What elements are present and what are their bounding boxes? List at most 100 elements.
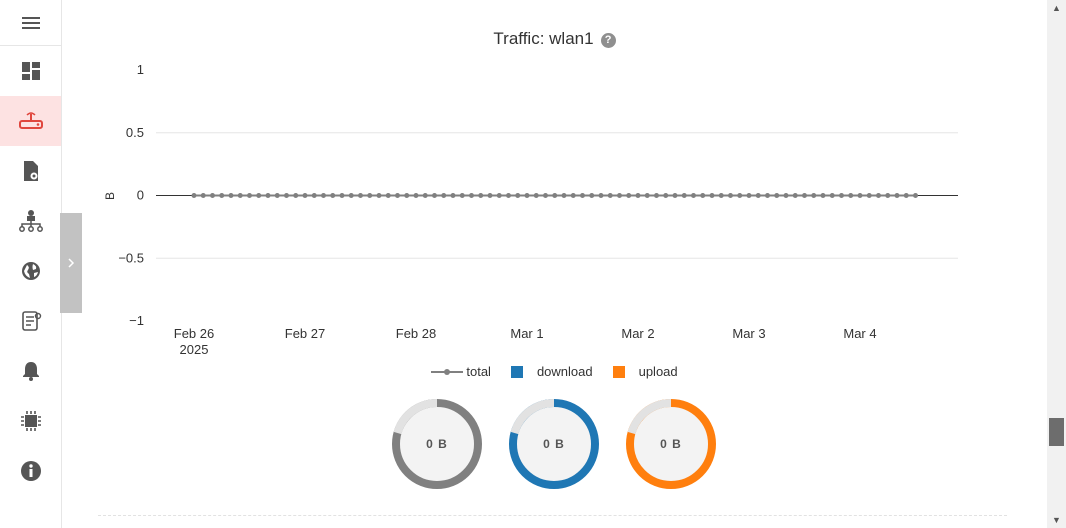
page-scrollbar[interactable]: ▲ ▼	[1047, 0, 1066, 528]
data-point	[506, 193, 511, 198]
data-point	[404, 193, 410, 198]
data-point	[247, 193, 252, 198]
donut-summary: 0 B 0 B 0 B	[62, 398, 1047, 492]
data-point	[200, 193, 206, 198]
data-point	[894, 193, 900, 198]
scroll-thumb[interactable]	[1049, 418, 1064, 446]
data-point	[348, 193, 354, 198]
data-point	[709, 193, 715, 198]
scroll-down-icon[interactable]: ▼	[1052, 515, 1061, 525]
data-point	[561, 193, 567, 198]
data-point	[524, 193, 530, 198]
data-point	[256, 193, 262, 198]
data-point	[293, 193, 299, 198]
sidebar-item-internet[interactable]	[0, 246, 61, 296]
data-point	[274, 193, 280, 198]
sidebar-item-network[interactable]	[0, 96, 61, 146]
data-point	[367, 193, 373, 198]
data-point	[580, 193, 585, 198]
data-point	[811, 193, 817, 198]
data-point	[644, 193, 650, 198]
data-point	[598, 193, 604, 198]
donut-ring	[626, 399, 716, 489]
data-point	[432, 193, 437, 198]
legend-item-total[interactable]: total	[431, 364, 491, 379]
file-settings-icon	[23, 161, 38, 181]
data-point	[866, 193, 872, 198]
data-point	[718, 193, 724, 198]
data-point	[376, 193, 382, 198]
data-point	[358, 193, 363, 198]
data-point	[533, 193, 539, 198]
data-point	[829, 193, 835, 198]
x-tick-label: Feb 28	[396, 326, 436, 341]
data-point	[422, 193, 428, 198]
data-point	[663, 193, 669, 198]
data-point	[839, 193, 844, 198]
legend-swatch	[510, 365, 523, 378]
scroll-up-icon[interactable]: ▲	[1052, 3, 1061, 13]
sidebar	[0, 0, 62, 528]
data-point	[459, 193, 465, 198]
x-tick-label: Mar 3	[732, 326, 765, 341]
legend-label: total	[466, 364, 491, 379]
sidebar-item-topology[interactable]	[0, 196, 61, 246]
data-point	[311, 193, 317, 198]
hamburger-menu-icon	[21, 16, 40, 29]
data-point	[237, 193, 243, 198]
y-tick-label: 0	[137, 188, 144, 203]
donut-total: 0 B	[391, 398, 483, 490]
data-point	[487, 193, 493, 198]
x-tick-sublabel: 2025	[180, 342, 209, 357]
y-tick-label: −1	[129, 313, 144, 328]
document-icon	[21, 311, 41, 331]
y-axis-label: B	[103, 192, 117, 200]
legend-swatch	[612, 365, 625, 378]
data-point	[284, 193, 289, 198]
x-tick-label: Mar 2	[621, 326, 654, 341]
chart-legend: total download upload	[62, 364, 1047, 379]
donut-ring	[509, 399, 599, 489]
data-point	[654, 193, 659, 198]
line-marker-icon	[431, 368, 464, 375]
sidebar-item-system[interactable]	[0, 396, 61, 446]
data-point	[635, 193, 641, 198]
donut-value: 0 B	[543, 437, 565, 451]
data-point	[885, 193, 891, 198]
x-tick-label: Feb 27	[285, 326, 325, 341]
data-point	[219, 193, 225, 198]
sidebar-expand-handle[interactable]	[60, 213, 82, 313]
menu-button[interactable]	[0, 0, 61, 46]
data-point	[700, 193, 706, 198]
bell-icon	[22, 362, 39, 381]
data-point	[626, 193, 632, 198]
legend-item-download[interactable]: download	[510, 364, 593, 379]
data-point	[903, 193, 909, 198]
data-point	[765, 193, 770, 198]
data-point	[265, 193, 271, 198]
data-point	[552, 193, 558, 198]
sidebar-item-about[interactable]	[0, 446, 61, 496]
sidebar-item-logs[interactable]	[0, 296, 61, 346]
data-point	[848, 193, 854, 198]
data-point	[210, 193, 215, 198]
x-tick-label: Feb 26	[174, 326, 214, 341]
data-point	[385, 193, 391, 198]
chevron-right-icon	[68, 258, 75, 268]
donut-upload: 0 B	[625, 398, 717, 490]
sidebar-item-notifications[interactable]	[0, 346, 61, 396]
legend-item-upload[interactable]: upload	[612, 364, 678, 379]
help-icon[interactable]: ?	[600, 32, 616, 48]
legend-label: download	[536, 364, 593, 379]
data-point	[876, 193, 881, 198]
x-tick-label: Mar 4	[843, 326, 876, 341]
chart-series	[191, 193, 918, 198]
chart-title: Traffic: wlan1	[493, 29, 594, 48]
data-point	[691, 193, 696, 198]
sidebar-item-settings-file[interactable]	[0, 146, 61, 196]
dashboard-icon	[21, 62, 40, 80]
data-point	[792, 193, 798, 198]
data-point	[321, 193, 326, 198]
sidebar-item-dashboard[interactable]	[0, 46, 61, 96]
